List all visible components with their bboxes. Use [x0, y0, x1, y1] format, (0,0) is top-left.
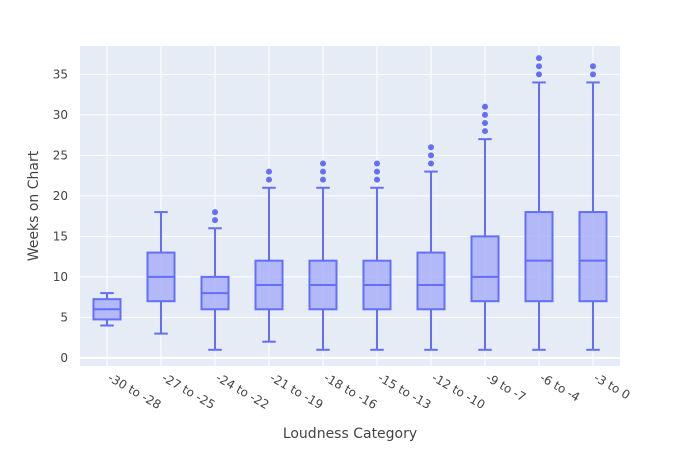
x-tick-label: -9 to -7 — [484, 370, 529, 404]
x-tick-label: -21 to -19 — [268, 370, 326, 412]
outlier-point — [428, 152, 434, 159]
box-4 — [254, 168, 284, 343]
outlier-point — [212, 217, 218, 224]
y-tick-labels: 0 5 10 15 20 25 30 35 — [53, 67, 68, 365]
outlier-point — [428, 144, 434, 151]
outlier-point — [266, 168, 272, 175]
y-tick-label: 15 — [53, 229, 68, 243]
outlier-point — [482, 119, 488, 126]
outlier-point — [482, 103, 488, 110]
x-tick-label: -6 to -4 — [538, 370, 583, 404]
x-tick-label: -24 to -22 — [214, 370, 272, 412]
y-tick-label: 0 — [60, 351, 68, 365]
outlier-point — [374, 160, 380, 167]
x-tick-labels: -30 to -28-27 to -25-24 to -22-21 to -19… — [106, 370, 633, 412]
outlier-point — [590, 71, 596, 78]
box-10 — [578, 63, 608, 351]
box-series — [92, 55, 608, 351]
box-1 — [92, 292, 122, 327]
x-axis-title: Loudness Category — [283, 426, 417, 442]
x-tick-label: -27 to -25 — [160, 370, 218, 412]
outlier-point — [320, 168, 326, 175]
box-8 — [470, 103, 500, 351]
iqr-box — [416, 251, 446, 311]
y-tick-label: 10 — [53, 270, 68, 284]
plot-background — [80, 46, 620, 366]
outlier-point — [590, 63, 596, 70]
outlier-point — [482, 128, 488, 135]
outlier-point — [374, 168, 380, 175]
outlier-point — [482, 111, 488, 118]
x-tick-label: -18 to -16 — [322, 370, 380, 412]
outlier-point — [320, 160, 326, 167]
box-6 — [362, 160, 392, 351]
x-tick-label: -30 to -28 — [106, 370, 164, 412]
box-3 — [200, 209, 230, 351]
x-tick-label: -15 to -13 — [376, 370, 434, 412]
outlier-point — [266, 176, 272, 183]
box-5 — [308, 160, 338, 351]
y-tick-label: 25 — [53, 148, 68, 162]
y-tick-label: 35 — [53, 67, 68, 81]
iqr-box — [470, 235, 500, 303]
x-tick-label: -12 to -10 — [430, 370, 488, 412]
y-axis-title: Weeks on Chart — [26, 150, 42, 261]
y-tick-label: 5 — [60, 310, 68, 324]
outlier-point — [320, 176, 326, 183]
outlier-point — [374, 176, 380, 183]
outlier-point — [212, 209, 218, 216]
iqr-box — [578, 211, 608, 303]
y-tick-label: 30 — [53, 108, 68, 122]
y-tick-label: 20 — [53, 189, 68, 203]
outlier-point — [536, 55, 542, 62]
outlier-point — [536, 63, 542, 70]
outlier-point — [428, 160, 434, 167]
box-9 — [524, 55, 554, 351]
outlier-point — [536, 71, 542, 78]
box-2 — [146, 211, 176, 335]
box-7 — [416, 144, 446, 351]
x-tick-label: -3 to 0 — [592, 370, 633, 402]
iqr-box — [524, 211, 554, 303]
